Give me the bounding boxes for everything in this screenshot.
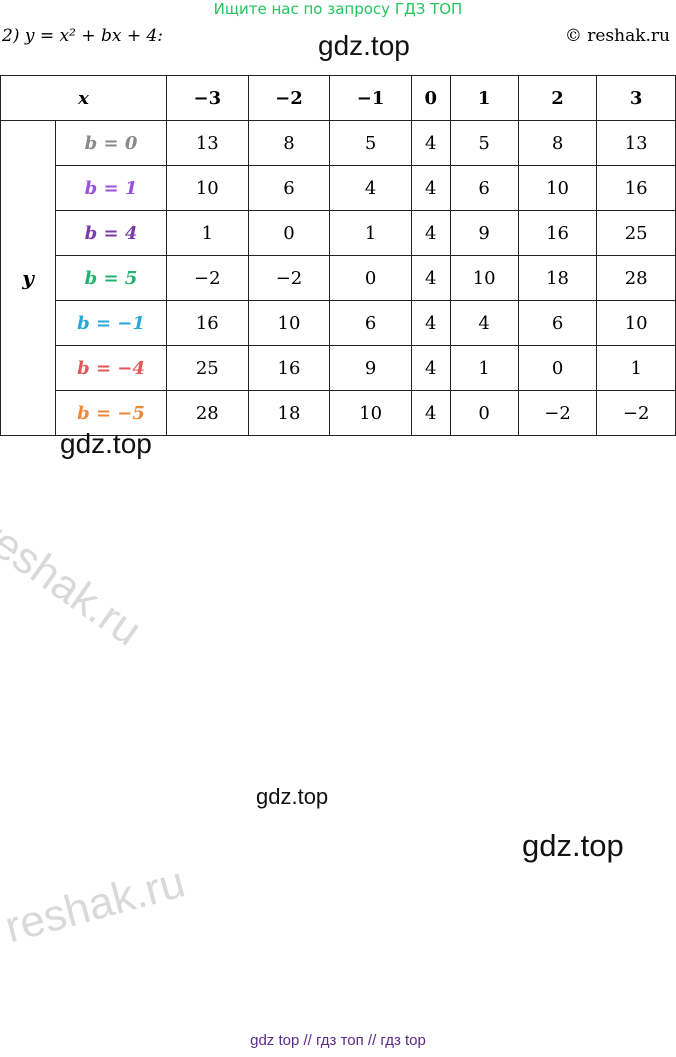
cell: 28	[166, 390, 249, 436]
copyright: © reshak.ru	[564, 26, 670, 46]
b-label: b = 4	[55, 210, 167, 256]
cell: 9	[449, 210, 519, 256]
banner: Ищите нас по запросу ГДЗ ТОП	[213, 0, 463, 18]
cell: 10	[596, 300, 676, 346]
cell: 0	[329, 255, 412, 301]
cell: 0	[449, 390, 519, 436]
cell: 4	[410, 255, 451, 301]
cell: 6	[517, 300, 598, 346]
value-table: x −3 −2 −1 0 1 2 3 y b = 0 13 8 5 4 5 8 13 b = 1 10 6 4 4 6 10 1…	[0, 75, 676, 436]
cell: −2	[247, 255, 331, 301]
cell: 4	[410, 210, 451, 256]
footer: gdz top // гдз топ // гдз top	[250, 1032, 426, 1049]
cell: 16	[247, 345, 331, 391]
cell: 13	[166, 120, 249, 166]
column-header: 3	[596, 75, 676, 121]
cell: 4	[410, 390, 451, 436]
b-label: b = 0	[55, 120, 167, 166]
cell: 5	[329, 120, 412, 166]
watermark: gdz.top	[318, 30, 410, 61]
cell: 6	[329, 300, 412, 346]
cell: 28	[596, 255, 676, 301]
cell: 8	[247, 120, 331, 166]
cell: 0	[517, 345, 598, 391]
row-label: y	[0, 120, 56, 436]
cell: 10	[166, 165, 249, 211]
watermark: gdz.top	[256, 784, 329, 809]
column-header: 2	[517, 75, 598, 121]
column-header: 0	[410, 75, 451, 121]
cell: 16	[517, 210, 598, 256]
cell: 10	[247, 300, 331, 346]
cell: 10	[449, 255, 519, 301]
column-header: −3	[166, 75, 249, 121]
cell: 4	[410, 120, 451, 166]
cell: 6	[247, 165, 331, 211]
cell: 4	[329, 165, 412, 211]
problem: 2) y = x² + bx + 4:	[2, 26, 164, 46]
cell: 13	[596, 120, 676, 166]
b-label: b = 5	[55, 255, 167, 301]
cell: 4	[410, 300, 451, 346]
column-header: 1	[449, 75, 519, 121]
cell: 1	[596, 345, 676, 391]
b-label: b = 1	[55, 165, 167, 211]
cell: 6	[449, 165, 519, 211]
graph	[0, 440, 676, 1032]
cell: 10	[517, 165, 598, 211]
watermark: gdz.top	[60, 428, 152, 459]
cell: 8	[517, 120, 598, 166]
cell: −2	[166, 255, 249, 301]
cell: 9	[329, 345, 412, 391]
column-header: −1	[329, 75, 412, 121]
cell: 16	[166, 300, 249, 346]
cell: −2	[596, 390, 676, 436]
cell: 1	[329, 210, 412, 256]
column-header: −2	[247, 75, 331, 121]
watermark: gdz.top	[522, 828, 624, 863]
b-label: b = −1	[55, 300, 167, 346]
cell: 25	[166, 345, 249, 391]
cell: 1	[449, 345, 519, 391]
cell: 18	[517, 255, 598, 301]
b-label: b = −5	[55, 390, 167, 436]
cell: 18	[247, 390, 331, 436]
cell: 25	[596, 210, 676, 256]
cell: 4	[410, 165, 451, 211]
cell: 16	[596, 165, 676, 211]
cell: 10	[329, 390, 412, 436]
cell: 4	[449, 300, 519, 346]
cell: 1	[166, 210, 249, 256]
cell: 5	[449, 120, 519, 166]
b-label: b = −4	[55, 345, 167, 391]
cell: −2	[517, 390, 598, 436]
cell: 0	[247, 210, 331, 256]
corner-label: x	[0, 75, 167, 121]
cell: 4	[410, 345, 451, 391]
